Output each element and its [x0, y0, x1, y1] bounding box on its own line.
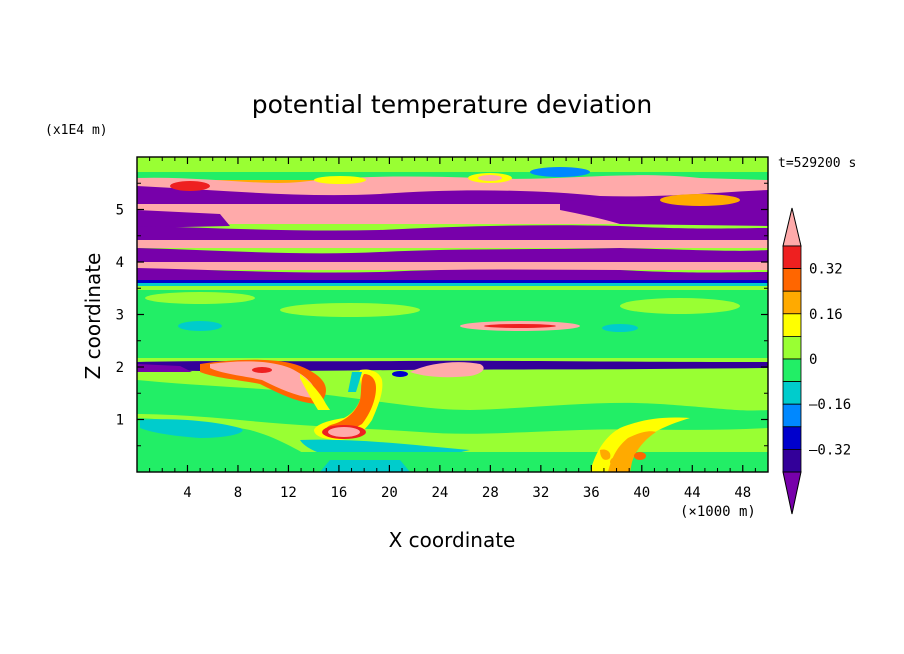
- colorbar-band: [782, 448, 802, 473]
- colorbar-band: [782, 268, 802, 292]
- y-tick-label: 2: [116, 360, 124, 376]
- x-tick-label: 8: [234, 485, 242, 501]
- colorbar: 0.32 0.16 0 –0.16 –0.32: [782, 207, 851, 515]
- contour-field: [137, 157, 768, 472]
- colorbar-band: [782, 313, 802, 337]
- colorbar-band: [782, 290, 802, 315]
- colorbar-band: [782, 335, 802, 360]
- y-tick-label: 1: [116, 413, 124, 429]
- colorbar-band: [782, 358, 802, 383]
- colorbar-label: –0.32: [809, 442, 851, 458]
- colorbar-band: [782, 245, 802, 270]
- colorbar-label: 0: [809, 352, 817, 368]
- x-tick-label: 36: [583, 485, 600, 501]
- x-tick-label: 32: [532, 485, 549, 501]
- x-tick-label: 28: [482, 485, 499, 501]
- y-tick-label: 3: [116, 308, 124, 324]
- colorbar-extend-bottom: [782, 471, 802, 515]
- colorbar-label: 0.32: [809, 262, 843, 278]
- y-tick-label: 5: [116, 203, 124, 219]
- y-tick-label: 4: [116, 255, 124, 271]
- x-axis-label: X coordinate: [389, 528, 516, 552]
- x-tick-label: 4: [183, 485, 191, 501]
- x-tick-label: 40: [633, 485, 650, 501]
- x-unit-label: (×1000 m): [680, 504, 756, 520]
- colorbar-extend-top: [782, 207, 802, 247]
- x-tick-label: 48: [734, 485, 751, 501]
- y-axis-label: Z coordinate: [81, 253, 105, 380]
- x-tick-label: 12: [280, 485, 297, 501]
- time-label: t=529200 s: [778, 156, 856, 171]
- x-tick-label: 24: [431, 485, 448, 501]
- x-tick-label: 20: [381, 485, 398, 501]
- x-tick-label: 16: [330, 485, 347, 501]
- y-unit-label: (x1E4 m): [45, 123, 108, 138]
- chart-title: potential temperature deviation: [252, 90, 652, 119]
- colorbar-label: –0.16: [809, 397, 851, 413]
- colorbar-band: [782, 403, 802, 428]
- colorbar-label: 0.16: [809, 307, 843, 323]
- colorbar-band: [782, 426, 802, 450]
- x-tick-label: 44: [684, 485, 701, 501]
- colorbar-band: [782, 381, 802, 405]
